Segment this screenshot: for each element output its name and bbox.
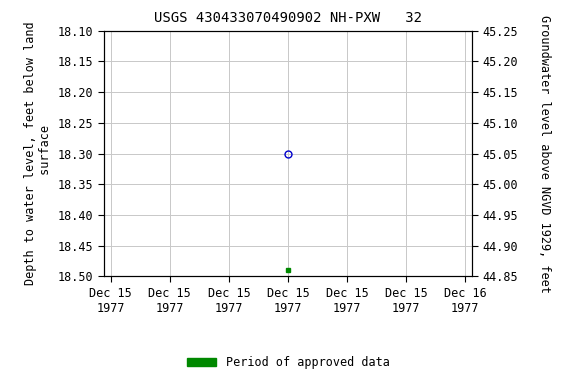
Legend: Period of approved data: Period of approved data bbox=[182, 351, 394, 374]
Y-axis label: Depth to water level, feet below land
 surface: Depth to water level, feet below land su… bbox=[24, 22, 52, 285]
Title: USGS 430433070490902 NH-PXW   32: USGS 430433070490902 NH-PXW 32 bbox=[154, 12, 422, 25]
Y-axis label: Groundwater level above NGVD 1929, feet: Groundwater level above NGVD 1929, feet bbox=[538, 15, 551, 293]
